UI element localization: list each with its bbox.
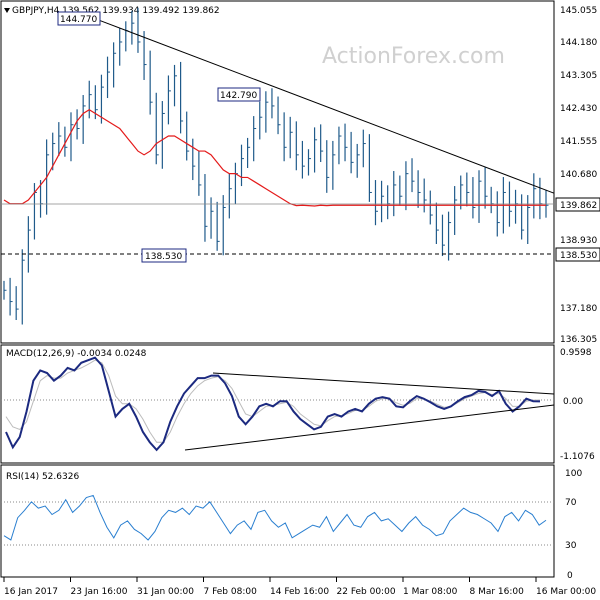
current-price-label: 139.862 [560,201,597,211]
y-tick-145055: 145.055 [560,6,597,16]
y-tick-144180: 144.180 [560,38,597,48]
annotation-142790: 142.790 [220,91,257,101]
price-panel-frame [0,0,555,344]
y-tick-138930: 138.930 [560,236,597,246]
rsi-y-tick-30: 30 [565,541,577,551]
annotation-138530-box [141,248,187,263]
y-tick-141555: 141.555 [560,137,597,147]
x-tick-label: 14 Feb 16:00 [270,587,329,597]
annotation-144770: 144.770 [60,15,97,25]
rsi-line [3,494,547,541]
y-tick-143305: 143.305 [560,71,597,81]
macd-panel-frame [0,344,555,464]
macd-main-line [5,356,541,452]
price-y-axis: 145.055 144.180 143.305 142.430 141.555 … [555,6,600,345]
rsi-y-tick-70: 70 [565,498,577,508]
support-label: 138.530 [560,251,597,261]
resistance-trendline [99,20,555,194]
current-price-label-bg [555,197,600,212]
x-tick-label: 7 Feb 08:00 [204,587,258,597]
y-tick-136305: 136.305 [560,335,597,345]
macd-y-tick-high: 0.9598 [560,348,592,358]
x-tick-label: 22 Feb 00:00 [337,587,396,597]
y-tick-137180: 137.180 [560,304,597,314]
rsi-panel-frame [0,464,555,578]
chart-header: GBPJPY,H4 139.562 139.934 139.492 139.86… [12,6,220,16]
y-tick-142430: 142.430 [560,104,597,114]
annotation-138530: 138.530 [145,252,182,262]
macd-y-tick-zero: 0.00 [563,397,583,407]
x-tick-label: 23 Jan 16:00 [71,587,128,597]
annotation-142790-box [217,87,261,102]
rsi-y-tick-0: 0 [567,571,573,581]
support-label-bg [555,247,600,262]
watermark-text: ActionForex.com [322,44,505,69]
x-tick-label: 16 Mar 00:00 [536,587,596,597]
macd-y-tick-low: -1.1076 [560,452,595,462]
x-tick-label: 31 Jan 00:00 [137,587,194,597]
macd-title: MACD(12,26,9) -0.0034 0.0248 [6,349,147,359]
symbol-triangle-icon [4,8,10,13]
macd-upper-trendline [212,372,555,395]
macd-signal-line [5,359,541,443]
annotation-144770-box [57,11,101,26]
rsi-title: RSI(14) 52.6326 [6,472,79,482]
macd-lower-trendline [184,404,555,451]
price-candles [3,7,549,325]
x-tick-label: 16 Jan 2017 [4,587,58,597]
rsi-y-tick-100: 100 [565,469,582,479]
x-tick-label: 1 Mar 08:00 [403,587,458,597]
time-x-axis: 16 Jan 2017 23 Jan 16:00 31 Jan 00:00 7 Feb… [3,577,596,597]
x-tick-label: 8 Mar 16:00 [470,587,525,597]
moving-average-line [3,108,546,207]
y-tick-140680: 140.680 [560,170,597,180]
